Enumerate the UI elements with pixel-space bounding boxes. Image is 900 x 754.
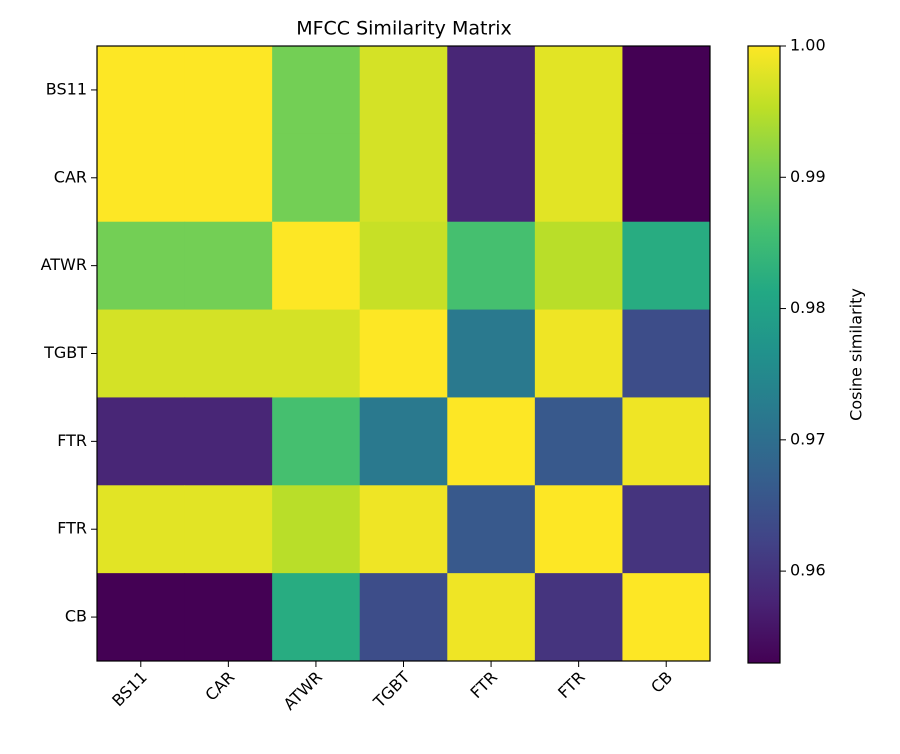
heatmap-cell: [447, 573, 536, 662]
heatmap-cell: [534, 133, 623, 223]
x-tick-label: FTR: [467, 668, 502, 703]
heatmap-cell: [447, 221, 536, 311]
heatmap-cell: [184, 46, 273, 135]
x-tick-label: CB: [647, 668, 676, 697]
heatmap-cell: [97, 573, 186, 662]
heatmap-cell: [447, 309, 536, 398]
heatmap-cell: [447, 133, 536, 223]
x-tick-label: ATWR: [280, 668, 326, 714]
y-tick-label: CB: [65, 607, 87, 626]
y-tick-label: TGBT: [43, 343, 87, 362]
heatmap-cell: [97, 46, 186, 135]
heatmap-cell: [272, 133, 361, 223]
colorbar-tick-label: 0.99: [790, 167, 826, 186]
colorbar-label: Cosine similarity: [847, 288, 866, 421]
heatmap-cell: [359, 46, 448, 135]
x-tick-label: BS11: [108, 668, 151, 711]
heatmap-cell: [184, 309, 273, 398]
heatmap-cell: [272, 221, 361, 311]
heatmap-cell: [359, 573, 448, 662]
heatmap-cell: [272, 397, 361, 486]
heatmap-cell: [534, 485, 623, 574]
heatmap-cell: [97, 133, 186, 223]
heatmap-cell: [622, 485, 711, 574]
heatmap-cell: [622, 309, 711, 398]
chart-title: MFCC Similarity Matrix: [296, 18, 512, 40]
x-tick-label: FTR: [554, 668, 589, 703]
heatmap-cell: [97, 309, 186, 398]
heatmap-cell: [622, 46, 711, 135]
heatmap-cell: [447, 397, 536, 486]
heatmap-cell: [534, 397, 623, 486]
heatmap-cell: [534, 309, 623, 398]
heatmap-cell: [534, 221, 623, 311]
heatmap-cell: [272, 485, 361, 574]
heatmap-cell: [534, 573, 623, 662]
heatmap-cell: [447, 46, 536, 135]
y-tick-label: BS11: [46, 79, 87, 98]
x-tick-label: TGBT: [369, 667, 414, 712]
heatmap-cell: [622, 573, 711, 662]
heatmap-cell: [97, 397, 186, 486]
heatmap-cell: [622, 133, 711, 223]
x-tick-label: CAR: [201, 668, 238, 705]
heatmap-cell: [622, 221, 711, 311]
heatmap-cell: [359, 397, 448, 486]
heatmap-cell: [359, 309, 448, 398]
heatmap-cell: [359, 221, 448, 311]
heatmap-cell: [534, 46, 623, 135]
heatmap-cell: [272, 46, 361, 135]
heatmap-cell: [184, 397, 273, 486]
heatmap-cell: [184, 221, 273, 311]
heatmap-cell: [359, 485, 448, 574]
heatmap-cell: [184, 133, 273, 223]
heatmap-cell: [272, 573, 361, 662]
heatmap-cell: [184, 573, 273, 662]
colorbar-tick-label: 1.00: [790, 36, 826, 55]
heatmap-cell: [272, 309, 361, 398]
heatmap-cell: [97, 485, 186, 574]
y-tick-label: FTR: [57, 431, 87, 450]
heatmap-cell: [97, 221, 186, 311]
heatmap-cell: [359, 133, 448, 223]
y-tick-label: ATWR: [41, 255, 87, 274]
colorbar: [747, 45, 781, 664]
heatmap-cell: [447, 485, 536, 574]
y-tick-label: FTR: [57, 519, 87, 538]
colorbar-tick-label: 0.98: [790, 298, 826, 317]
colorbar-tick-label: 0.96: [790, 561, 826, 580]
colorbar-tick-label: 0.97: [790, 429, 826, 448]
heatmap-cell: [184, 485, 273, 574]
heatmap-cell: [622, 397, 711, 486]
y-tick-label: CAR: [54, 167, 87, 186]
